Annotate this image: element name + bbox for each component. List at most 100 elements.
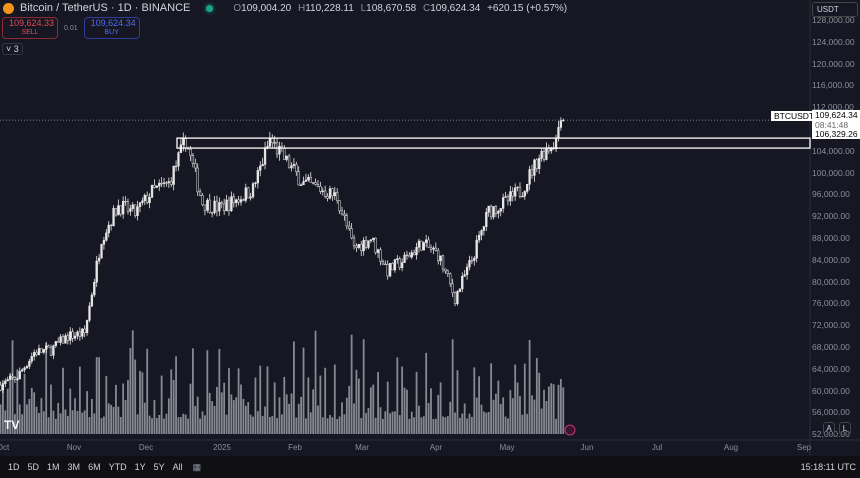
volume-bar xyxy=(557,384,560,434)
candle xyxy=(191,155,195,164)
candle xyxy=(220,202,223,205)
candle xyxy=(158,182,161,187)
range-1y[interactable]: 1Y xyxy=(134,462,146,472)
volume-bar xyxy=(57,402,60,434)
volume-bar xyxy=(483,411,485,434)
candle xyxy=(81,328,84,337)
candle xyxy=(273,142,276,144)
volume-bar xyxy=(374,417,377,434)
range-all[interactable]: All xyxy=(172,462,183,472)
volume-bar xyxy=(155,418,158,434)
auto-scale-button[interactable]: A xyxy=(823,422,835,435)
volume-bar xyxy=(151,418,153,434)
volume-bar xyxy=(50,384,52,434)
volume-bar xyxy=(369,387,372,434)
volume-bar xyxy=(535,358,538,434)
volume-bar xyxy=(538,372,541,434)
volume-bar xyxy=(244,405,247,434)
candle xyxy=(6,379,9,382)
volume-bar xyxy=(52,410,55,434)
volume-bar xyxy=(127,380,129,434)
volume-bar xyxy=(278,397,281,434)
candle xyxy=(206,199,209,211)
price-axis-label: 88,000.00 xyxy=(812,233,850,243)
range-1m[interactable]: 1M xyxy=(47,462,60,472)
date-range-icon[interactable]: ▦ xyxy=(192,461,202,472)
candle xyxy=(374,237,377,253)
volume-bar xyxy=(192,348,194,434)
volume-bar xyxy=(71,410,74,434)
candle xyxy=(259,165,262,171)
candle xyxy=(97,257,101,262)
log-scale-button[interactable]: L xyxy=(839,422,851,435)
volume-bar xyxy=(225,414,228,434)
candle xyxy=(126,201,130,212)
volume-bar xyxy=(401,366,404,434)
volume-bar xyxy=(324,367,327,434)
candle xyxy=(516,186,519,189)
volume-bar xyxy=(329,414,331,434)
candle xyxy=(475,239,478,259)
candle xyxy=(83,328,86,333)
candle xyxy=(244,187,247,201)
candle xyxy=(482,226,486,231)
volume-bar xyxy=(408,418,411,434)
candle xyxy=(528,169,531,185)
currency-select[interactable]: USDT xyxy=(812,2,858,17)
volume-bar xyxy=(533,399,536,434)
candle xyxy=(85,320,89,333)
volume-bar xyxy=(403,387,406,434)
volume-bar xyxy=(449,401,452,434)
candle xyxy=(547,148,550,152)
candle xyxy=(47,345,50,348)
candle xyxy=(287,155,291,169)
candle xyxy=(247,187,250,199)
range-1d[interactable]: 1D xyxy=(8,462,20,472)
range-5y[interactable]: 5Y xyxy=(153,462,165,472)
volume-bar xyxy=(103,416,105,434)
volume-bar xyxy=(317,405,319,434)
symbol-title[interactable]: Bitcoin / TetherUS · 1D · BINANCE xyxy=(20,2,191,14)
range-3m[interactable]: 3M xyxy=(67,462,81,472)
candle xyxy=(362,240,365,252)
volume-bar xyxy=(410,411,413,434)
volume-bar xyxy=(302,347,305,434)
volume-bar xyxy=(179,417,182,434)
candle xyxy=(184,138,187,149)
candle xyxy=(437,250,440,262)
clock[interactable]: 15:18:11 UTC xyxy=(800,462,856,472)
candle xyxy=(494,206,498,214)
volume-bar xyxy=(129,347,132,434)
volume-bar xyxy=(42,411,45,434)
candle xyxy=(514,187,517,197)
candle xyxy=(239,199,243,203)
volume-bar xyxy=(247,402,250,434)
market-status-icon[interactable] xyxy=(206,4,214,12)
candle xyxy=(352,237,356,247)
range-5d[interactable]: 5D xyxy=(27,462,40,472)
candle xyxy=(66,335,69,341)
range-ytd[interactable]: YTD xyxy=(108,462,127,472)
tradingview-logo[interactable]: TV xyxy=(4,418,20,432)
volume-bar xyxy=(466,418,468,434)
volume-bar xyxy=(40,398,43,434)
candle xyxy=(422,242,425,251)
volume-bar xyxy=(35,406,38,434)
candle xyxy=(172,165,175,185)
candle xyxy=(403,254,406,263)
volume-bar xyxy=(26,404,28,434)
volume-bar xyxy=(172,379,175,434)
range-6m[interactable]: 6M xyxy=(88,462,101,472)
candle xyxy=(304,179,308,182)
sell-button[interactable]: 109,624.33 SELL xyxy=(2,17,58,39)
volume-bar xyxy=(122,383,125,434)
candle xyxy=(405,254,409,257)
volume-bar xyxy=(218,348,221,434)
price-chart[interactable] xyxy=(0,0,860,456)
buy-button[interactable]: 109,624.34 BUY xyxy=(83,17,140,39)
candle xyxy=(530,169,534,176)
volume-bar xyxy=(348,385,351,434)
indicators-toggle[interactable]: ˅ 3 xyxy=(2,43,23,55)
candle xyxy=(523,191,526,197)
volume-bar xyxy=(59,413,62,434)
